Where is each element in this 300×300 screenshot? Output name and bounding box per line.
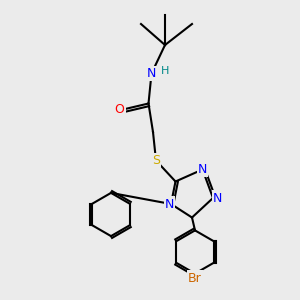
Text: N: N — [213, 191, 222, 205]
Text: N: N — [165, 197, 174, 211]
Text: Br: Br — [188, 272, 202, 285]
Text: N: N — [198, 163, 207, 176]
Text: S: S — [152, 154, 160, 167]
Text: N: N — [147, 67, 156, 80]
Text: H: H — [161, 65, 169, 76]
Text: O: O — [115, 103, 124, 116]
